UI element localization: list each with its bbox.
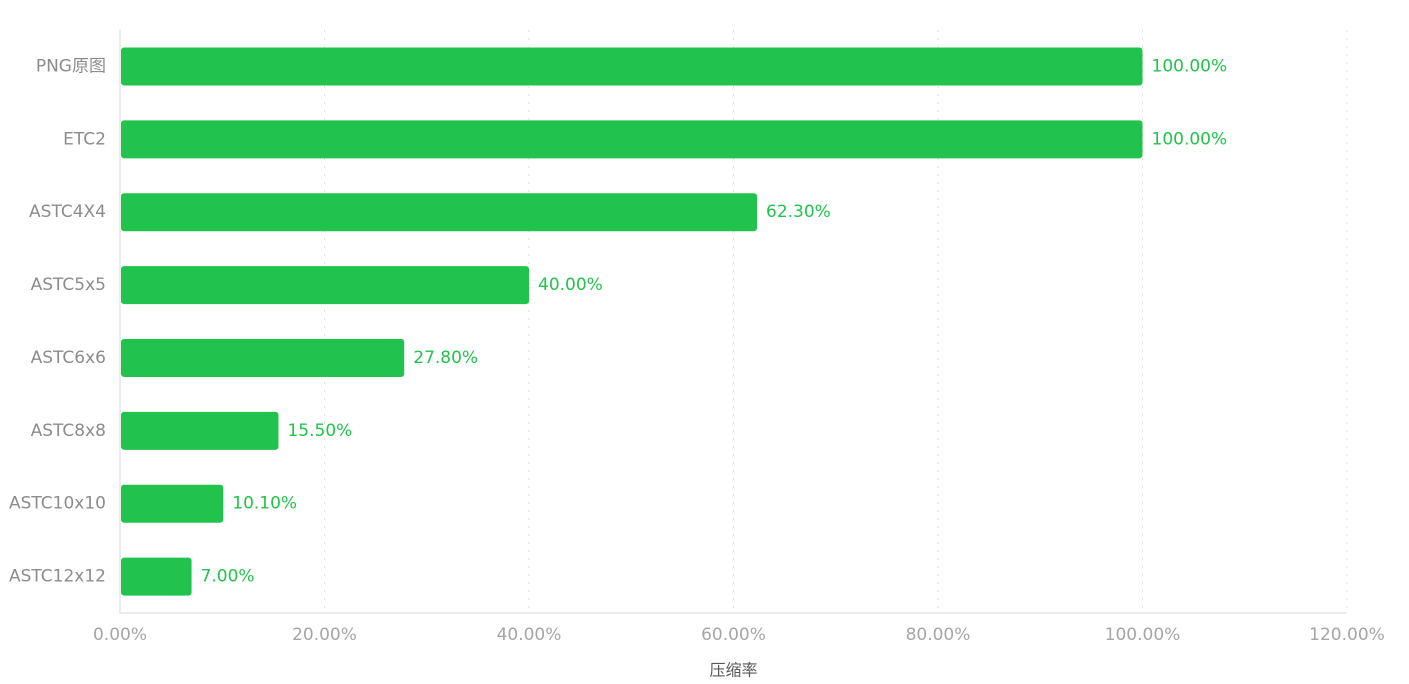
bar — [121, 557, 192, 596]
x-tick-label: 100.00% — [1105, 625, 1181, 645]
bar — [121, 411, 279, 450]
data-label: 40.00% — [538, 275, 603, 295]
bar — [121, 484, 224, 523]
bar — [121, 338, 405, 377]
bar — [121, 266, 529, 305]
category-label: ASTC4X4 — [29, 202, 106, 222]
x-tick-label: 20.00% — [292, 625, 357, 645]
data-label: 15.50% — [287, 421, 352, 441]
data-label: 10.10% — [232, 494, 297, 514]
data-label: 27.80% — [413, 348, 478, 368]
category-label: ETC2 — [63, 129, 106, 149]
category-label: PNG原图 — [36, 56, 106, 76]
x-tick-label: 40.00% — [497, 625, 562, 645]
bar — [121, 47, 1143, 86]
data-label: 7.00% — [201, 567, 255, 587]
x-tick-label: 0.00% — [93, 625, 147, 645]
x-tick-label: 80.00% — [906, 625, 971, 645]
x-tick-label: 120.00% — [1309, 625, 1385, 645]
category-label: ASTC5x5 — [31, 275, 106, 295]
category-label: ASTC10x10 — [9, 494, 106, 514]
bar — [121, 193, 758, 232]
data-label: 100.00% — [1152, 129, 1228, 149]
x-tick-label: 60.00% — [701, 625, 766, 645]
category-label: ASTC6x6 — [31, 348, 106, 368]
x-axis-title: 压缩率 — [709, 661, 757, 680]
data-label: 100.00% — [1152, 56, 1228, 76]
category-label: ASTC12x12 — [9, 567, 106, 587]
category-label: ASTC8x8 — [31, 421, 106, 441]
bar — [121, 120, 1143, 159]
data-label: 62.30% — [766, 202, 831, 222]
